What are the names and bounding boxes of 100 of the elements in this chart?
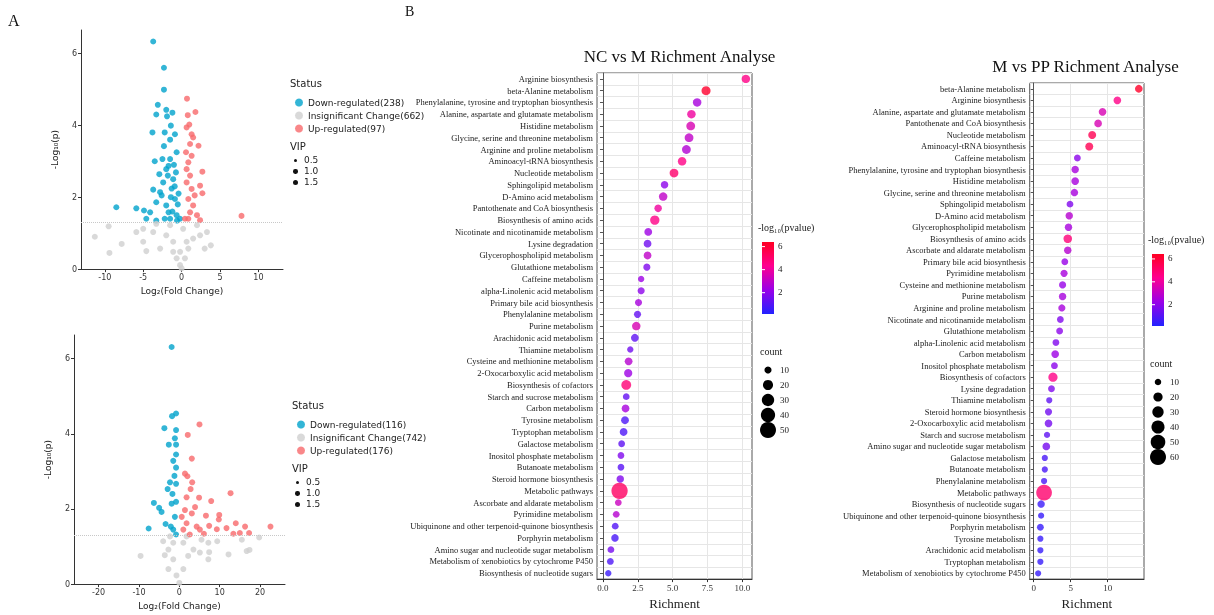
y-tick-label: 4 bbox=[64, 429, 70, 439]
y-tick-label: Aminoacyl-tRNA biosynthesis bbox=[921, 141, 1026, 152]
point bbox=[238, 212, 245, 219]
x-tick-label: 0 bbox=[1031, 582, 1037, 593]
point bbox=[160, 179, 167, 186]
point bbox=[180, 225, 187, 232]
point bbox=[267, 523, 274, 530]
point bbox=[137, 552, 144, 559]
point bbox=[203, 229, 210, 236]
point bbox=[201, 245, 208, 252]
text: 1.0 bbox=[304, 166, 319, 177]
point bbox=[170, 238, 177, 245]
point bbox=[149, 129, 156, 136]
point bbox=[236, 530, 243, 536]
y-tick-label: Metabolism of xenobiotics by cytochrome P450 bbox=[429, 556, 593, 567]
point bbox=[165, 546, 172, 553]
y-tick-label: Lysine degradation bbox=[528, 238, 594, 249]
point bbox=[173, 441, 180, 448]
point bbox=[188, 455, 195, 462]
point bbox=[188, 510, 195, 517]
y-tick-label: Ascorbate and aldarate metabolism bbox=[473, 497, 594, 508]
y-tick-label: Tryptophan metabolism bbox=[944, 556, 1027, 567]
y-tick-label: Glycine, serine and threonine metabolism bbox=[451, 132, 594, 143]
y-tick-label: Purine metabolism bbox=[961, 291, 1027, 302]
point bbox=[167, 122, 174, 129]
y-tick-label: Inositol phosphate metabolism bbox=[488, 450, 594, 461]
point bbox=[173, 149, 180, 156]
chart-title: A bbox=[8, 11, 20, 29]
point bbox=[189, 479, 196, 486]
legend-label: Up-regulated(97) bbox=[308, 123, 386, 134]
y-tick-label: Nucleotide metabolism bbox=[946, 129, 1027, 140]
point bbox=[187, 140, 194, 147]
point bbox=[168, 344, 175, 351]
chart-title: M vs PP Richment Analyse bbox=[992, 57, 1179, 76]
y-tick-label: Thiamine metabolism bbox=[518, 344, 594, 355]
y-tick-label: Arachidonic acid metabolism bbox=[492, 332, 594, 343]
point bbox=[150, 186, 157, 193]
y-tick-label: Biosynthesis of cofactors bbox=[939, 372, 1026, 383]
y-tick-label: Metabolism of xenobiotics by cytochrome P450 bbox=[862, 568, 1026, 579]
x-tick-label: 20 bbox=[254, 587, 266, 597]
x-tick-label: 5 bbox=[217, 272, 223, 282]
y-tick-label: 4 bbox=[71, 120, 77, 130]
point bbox=[133, 205, 140, 212]
point bbox=[199, 190, 206, 197]
point bbox=[183, 179, 190, 186]
y-tick-label: Arginine and proline metabolism bbox=[913, 302, 1027, 313]
point bbox=[180, 526, 187, 533]
x-tick-label: 10.0 bbox=[734, 582, 751, 593]
y-tick-label: Starch and sucrose metabolism bbox=[487, 391, 594, 402]
y-tick-label: 6 bbox=[71, 48, 77, 58]
point bbox=[184, 112, 191, 119]
point bbox=[153, 199, 160, 206]
point bbox=[200, 530, 207, 537]
x-tick-label: 10 bbox=[214, 587, 225, 597]
y-tick-label: Carbon metabolism bbox=[526, 403, 594, 414]
point bbox=[183, 166, 190, 173]
y-tick-label: Purine metabolism bbox=[529, 321, 594, 332]
y-tick-label: Biosynthesis of nucleotide sugars bbox=[911, 499, 1026, 510]
legend-label: 10 bbox=[1170, 376, 1180, 387]
y-tick-label: Arginine biosynthesis bbox=[518, 73, 593, 84]
point bbox=[188, 185, 195, 192]
point bbox=[230, 530, 237, 537]
y-tick-label: Phenylalanine metabolism bbox=[935, 476, 1027, 487]
y-tick-label: D-Amino acid metabolism bbox=[502, 191, 594, 202]
point bbox=[163, 106, 170, 113]
point bbox=[154, 101, 161, 108]
point bbox=[190, 546, 197, 553]
point bbox=[163, 166, 170, 173]
point bbox=[164, 486, 171, 493]
legend-label: 40 bbox=[1170, 421, 1180, 432]
legend-label: Up-regulated(176) bbox=[310, 445, 393, 456]
point bbox=[171, 131, 178, 138]
point bbox=[170, 457, 177, 464]
chart-title: NC vs M Richment Analyse bbox=[583, 47, 776, 66]
point bbox=[183, 520, 190, 527]
y-tick-label: Tyrosine metabolism bbox=[521, 415, 594, 426]
point bbox=[183, 149, 189, 156]
y-tick-label: Porphyrin metabolism bbox=[517, 532, 594, 543]
point bbox=[165, 566, 172, 573]
y-tick-label: Butanoate metabolism bbox=[949, 464, 1027, 475]
point bbox=[150, 38, 157, 45]
point bbox=[170, 161, 177, 168]
text: 0.5 bbox=[304, 155, 319, 166]
point bbox=[232, 520, 239, 527]
y-tick-label: Steroid hormone biosynthesis bbox=[924, 406, 1026, 417]
y-tick-label: Histidine metabolism bbox=[952, 176, 1027, 187]
text: 0.5 bbox=[306, 477, 321, 488]
point bbox=[199, 168, 206, 175]
y-tick-label: Caffeine metabolism bbox=[522, 273, 594, 284]
point bbox=[150, 229, 157, 236]
x-axis-title: Richment bbox=[649, 596, 701, 611]
x-tick-label: -10 bbox=[98, 272, 112, 282]
x-tick-label: 7.5 bbox=[701, 582, 714, 593]
legend-label: 30 bbox=[780, 394, 790, 405]
color-bar-title: -log₁₀(pvalue) bbox=[758, 221, 815, 234]
y-tick-label: Phenylalanine metabolism bbox=[503, 309, 594, 320]
point bbox=[163, 202, 170, 209]
x-axis-title: Richment bbox=[1061, 596, 1113, 611]
point bbox=[175, 190, 182, 197]
legend-title: count bbox=[1150, 357, 1173, 369]
